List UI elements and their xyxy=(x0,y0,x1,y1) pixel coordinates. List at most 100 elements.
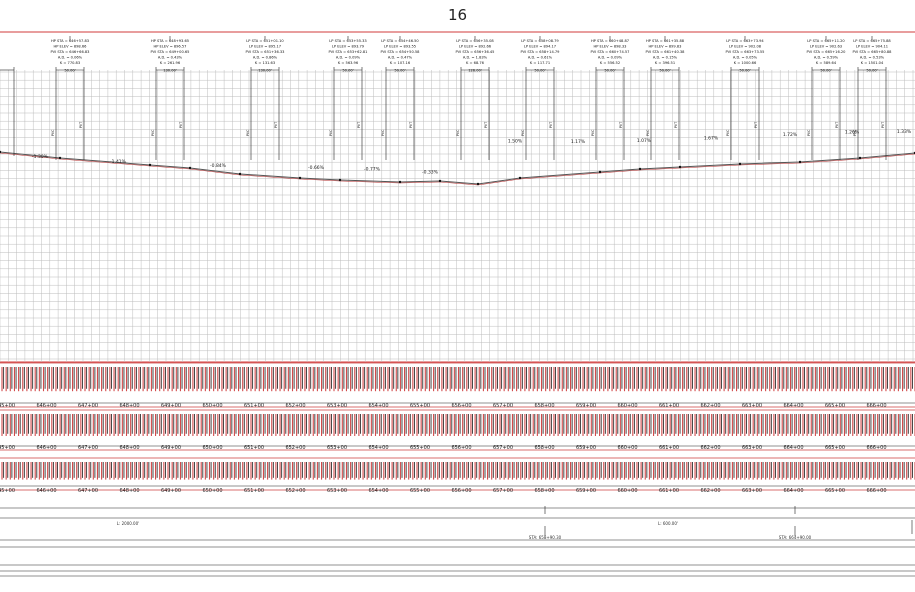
pvi-header-line: A.D. = 0.53% xyxy=(860,56,885,60)
station-label: 666+00 xyxy=(866,488,887,494)
strip-frame xyxy=(0,362,915,408)
profile-frame xyxy=(0,31,915,363)
station-label: 647+00 xyxy=(77,488,99,494)
station-label: 653+00 xyxy=(326,403,348,409)
sheet-number: 16 xyxy=(447,6,468,24)
strip-frame xyxy=(0,409,915,451)
pvi-header-line: HP STA = 646+57.83 xyxy=(51,39,89,43)
pvi-header-line: LP ELEV = 893.55 xyxy=(384,45,416,49)
station-label: 650+00 xyxy=(202,488,223,494)
pvi-point xyxy=(148,163,152,167)
station-label: 646+00 xyxy=(36,445,57,451)
pvi-header-line: HP ELEV = 898.66 xyxy=(54,45,88,49)
grade-label: 1.07% xyxy=(637,138,652,144)
strip-frame xyxy=(0,457,915,491)
station-label: 664+00 xyxy=(783,445,804,451)
station-label: 654+00 xyxy=(368,403,389,409)
pvi-header-line: K = 131.63 xyxy=(255,61,275,65)
grade-label: -0.66% xyxy=(308,165,325,171)
pvi-header-line: PVI STA = 654+50.58 xyxy=(381,50,421,54)
elevation-strip-2 xyxy=(0,409,915,451)
station-label: 645+00 xyxy=(0,488,16,494)
station-label: 649+00 xyxy=(160,445,182,451)
pvc-callout: PVC xyxy=(591,129,595,136)
pvi-header-line: A.D. = 0.43% xyxy=(158,56,183,60)
grade-line xyxy=(0,151,915,185)
station-label: 652+00 xyxy=(285,403,306,409)
pvc-callout: PVC xyxy=(521,129,525,136)
pvi-header-line: K = 556.52 xyxy=(600,61,620,65)
pvi-header-line: LP STA = 665+75.88 xyxy=(853,39,891,43)
pvi-header-line: A.D. = 0.86% xyxy=(253,56,278,60)
curve-length-label: 126.00' xyxy=(468,69,482,73)
pvi-header-line: HP STA = 660+48.87 xyxy=(591,39,629,43)
pvc-callout: PVC xyxy=(853,129,857,136)
station-label: 654+00 xyxy=(368,445,389,451)
pvc-callout: PVT xyxy=(274,122,278,128)
station-label: 662+00 xyxy=(700,445,721,451)
pvi-header-line: LP ELEV = 902.63 xyxy=(810,45,842,49)
pvi-header-line: K = 770.83 xyxy=(60,61,80,65)
station-label: 660+00 xyxy=(617,403,638,409)
pvi-header-line: PVI STA = 653+62.81 xyxy=(329,50,368,54)
curve-length-label: 50.00' xyxy=(394,69,405,73)
pvi-point xyxy=(518,176,522,180)
curve-length-label: 50.00' xyxy=(659,69,670,73)
pvc-callout: PVT xyxy=(549,122,553,128)
pvc-callout: PVT xyxy=(881,122,885,128)
pvc-callout: PVT xyxy=(79,122,83,128)
pvi-header-line: LP STA = 663+73.94 xyxy=(726,39,764,43)
pvc-callout: PVT xyxy=(484,122,488,128)
segment-length-label: L: 2000.00' xyxy=(116,521,140,526)
station-marker-label: STA: 658+90.30 xyxy=(528,535,562,540)
station-label: 653+00 xyxy=(326,445,348,451)
station-label: 645+00 xyxy=(0,445,16,451)
station-label: 652+00 xyxy=(285,488,306,494)
station-label: 662+00 xyxy=(700,403,721,409)
station-label: 647+00 xyxy=(77,403,99,409)
pvi-header-line: PVI STA = 661+40.38 xyxy=(646,50,686,54)
pvc-callout: PVC xyxy=(329,129,333,136)
station-label: 646+00 xyxy=(36,403,57,409)
station-label: 655+00 xyxy=(409,488,431,494)
elevation-strip-3 xyxy=(0,457,915,491)
pvi-header-line: A.D. = 0.09% xyxy=(336,56,361,60)
station-label: 646+00 xyxy=(36,488,57,494)
profile-grid xyxy=(0,70,915,362)
pvi-header-line: PVI STA = 646+66.83 xyxy=(51,50,90,54)
curve-length-label: 50.00' xyxy=(64,69,75,73)
station-label: 662+00 xyxy=(700,488,721,494)
pvi-point xyxy=(298,176,302,180)
pvc-callout: PVC xyxy=(381,129,385,136)
station-label: 666+00 xyxy=(866,403,887,409)
curve-length-label: 130.00' xyxy=(258,69,272,73)
grade-label: 1.67% xyxy=(704,135,719,141)
station-label: 665+00 xyxy=(824,488,846,494)
pvi-header-line: LP STA = 656+35.08 xyxy=(456,39,494,43)
station-label: 659+00 xyxy=(575,445,597,451)
pvi-header-line: K = 563.96 xyxy=(338,61,359,65)
pvc-callout: PVT xyxy=(835,122,839,128)
pvi-point xyxy=(598,170,602,174)
curve-length-label: 50.00' xyxy=(342,69,353,73)
station-label: 648+00 xyxy=(119,445,140,451)
station-label: 648+00 xyxy=(119,488,140,494)
pvi-header-line: PVI STA = 656+36.45 xyxy=(456,50,495,54)
station-label: 655+00 xyxy=(409,403,431,409)
grade-label: 1.72% xyxy=(783,132,798,138)
station-label: 665+00 xyxy=(824,445,846,451)
pvc-callout: PVC xyxy=(807,129,811,136)
pvc-callout: PVC xyxy=(246,129,250,136)
pvi-header-line: PVI STA = 660+74.57 xyxy=(591,50,630,54)
station-label: 658+00 xyxy=(534,488,555,494)
station-label: 651+00 xyxy=(243,445,265,451)
pvc-callout: PVC xyxy=(456,129,460,136)
pvi-header-line: HP STA = 648+93.65 xyxy=(151,39,189,43)
station-label: 661+00 xyxy=(658,445,680,451)
